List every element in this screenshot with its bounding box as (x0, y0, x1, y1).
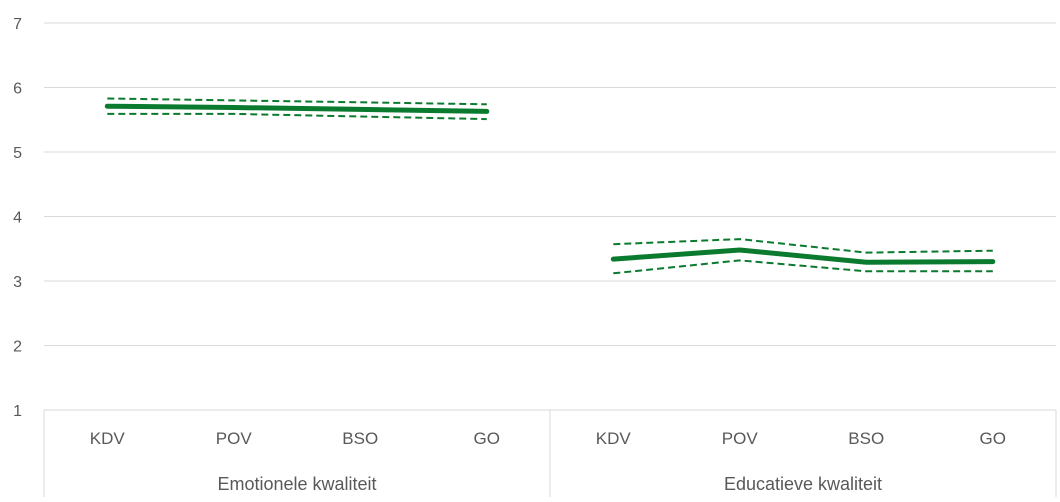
y-tick-label: 7 (13, 16, 22, 33)
lower-bound-line (107, 112, 487, 121)
x-tick-label: KDV (90, 429, 126, 448)
x-tick-label: POV (216, 429, 253, 448)
x-tick-label: BSO (848, 429, 884, 448)
group-label: Educatieve kwaliteit (724, 474, 882, 494)
y-tick-label: 1 (13, 403, 22, 420)
mean-line (610, 247, 996, 265)
y-tick-label: 5 (13, 145, 22, 162)
lower-bound-line (613, 259, 993, 275)
y-tick-label: 3 (13, 274, 22, 291)
x-tick-label: GO (980, 429, 1006, 448)
x-tick-label: BSO (342, 429, 378, 448)
axis-labels: 1 2 3 4 5 6 7 KDV POV BSO GO Emotionele kwaliteit KD… (13, 16, 1006, 494)
x-tick-label: KDV (596, 429, 632, 448)
upper-bound-line (107, 97, 487, 106)
x-tick-label: POV (722, 429, 759, 448)
gridlines (44, 22, 1056, 346)
series (104, 97, 996, 275)
x-tick-label: GO (474, 429, 500, 448)
upper-bound-line (613, 238, 993, 254)
axes (43, 409, 1057, 497)
group-label: Emotionele kwaliteit (217, 474, 376, 494)
mean-line (104, 103, 490, 114)
y-tick-label: 2 (13, 339, 22, 356)
y-tick-label: 4 (13, 210, 22, 227)
y-tick-label: 6 (13, 81, 22, 98)
